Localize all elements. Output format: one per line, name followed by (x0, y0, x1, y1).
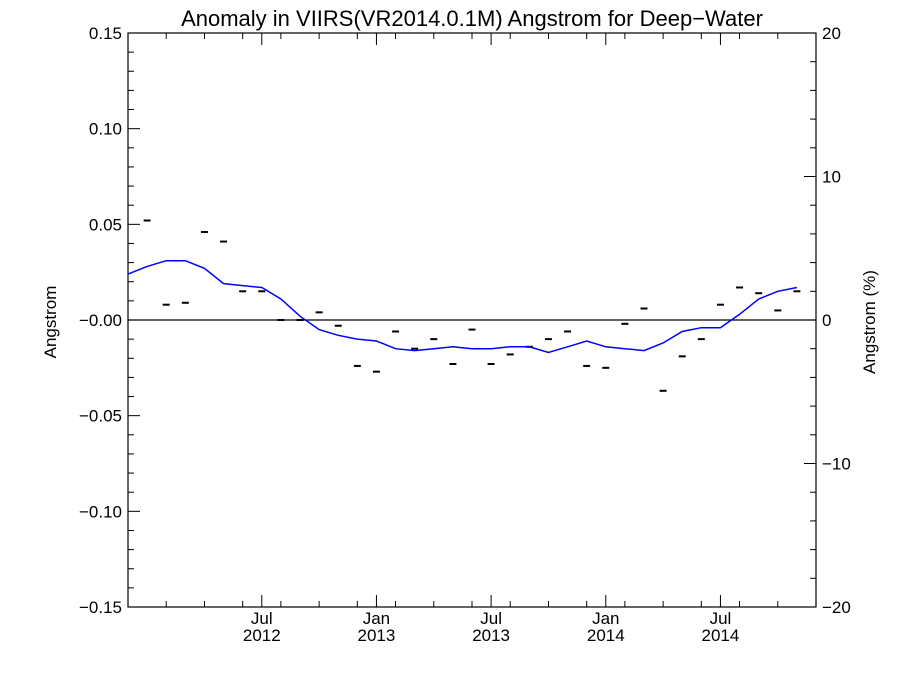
y-tick-label-right: 20 (822, 24, 841, 43)
chart-title: Anomaly in VIIRS(VR2014.0.1M) Angstrom f… (181, 6, 763, 31)
x-tick-label-month: Jan (592, 609, 619, 628)
monthly-marker-series (143, 219, 801, 392)
x-tick-label-year: 2013 (472, 626, 510, 645)
x-tick-label-month: Jul (710, 609, 732, 628)
x-tick-label-year: 2013 (358, 626, 396, 645)
x-tick-label-month: Jul (480, 609, 502, 628)
y-tick-label-left: −0.00 (79, 311, 122, 330)
y-tick-label-left: 0.10 (89, 120, 122, 139)
x-tick-label-year: 2014 (702, 626, 740, 645)
x-tick-label-month: Jul (251, 609, 273, 628)
y-tick-label-right: 10 (822, 168, 841, 187)
x-tick-label-month: Jan (363, 609, 390, 628)
y-axis-label-left: Angstrom (41, 286, 60, 359)
y-tick-label-right: −20 (822, 598, 851, 617)
y-tick-label-left: −0.10 (79, 502, 122, 521)
y-tick-label-left: 0.15 (89, 24, 122, 43)
y-tick-label-right: −10 (822, 455, 851, 474)
running-mean-line (127, 259, 798, 354)
running-mean-series (127, 259, 798, 354)
axes: 0.15 0.10 0.05 −0.00 −0.05 −0.10 −0.15 20 10 0 −10… (79, 24, 851, 645)
x-tick-label-year: 2012 (243, 626, 281, 645)
y-tick-label-left: −0.05 (79, 407, 122, 426)
y-tick-label-left: 0.05 (89, 215, 122, 234)
y-axis-label-right: Angstrom (%) (860, 270, 879, 374)
y-tick-label-left: −0.15 (79, 598, 122, 617)
x-tick-label-year: 2014 (587, 626, 625, 645)
y-tick-label-right: 0 (822, 311, 831, 330)
